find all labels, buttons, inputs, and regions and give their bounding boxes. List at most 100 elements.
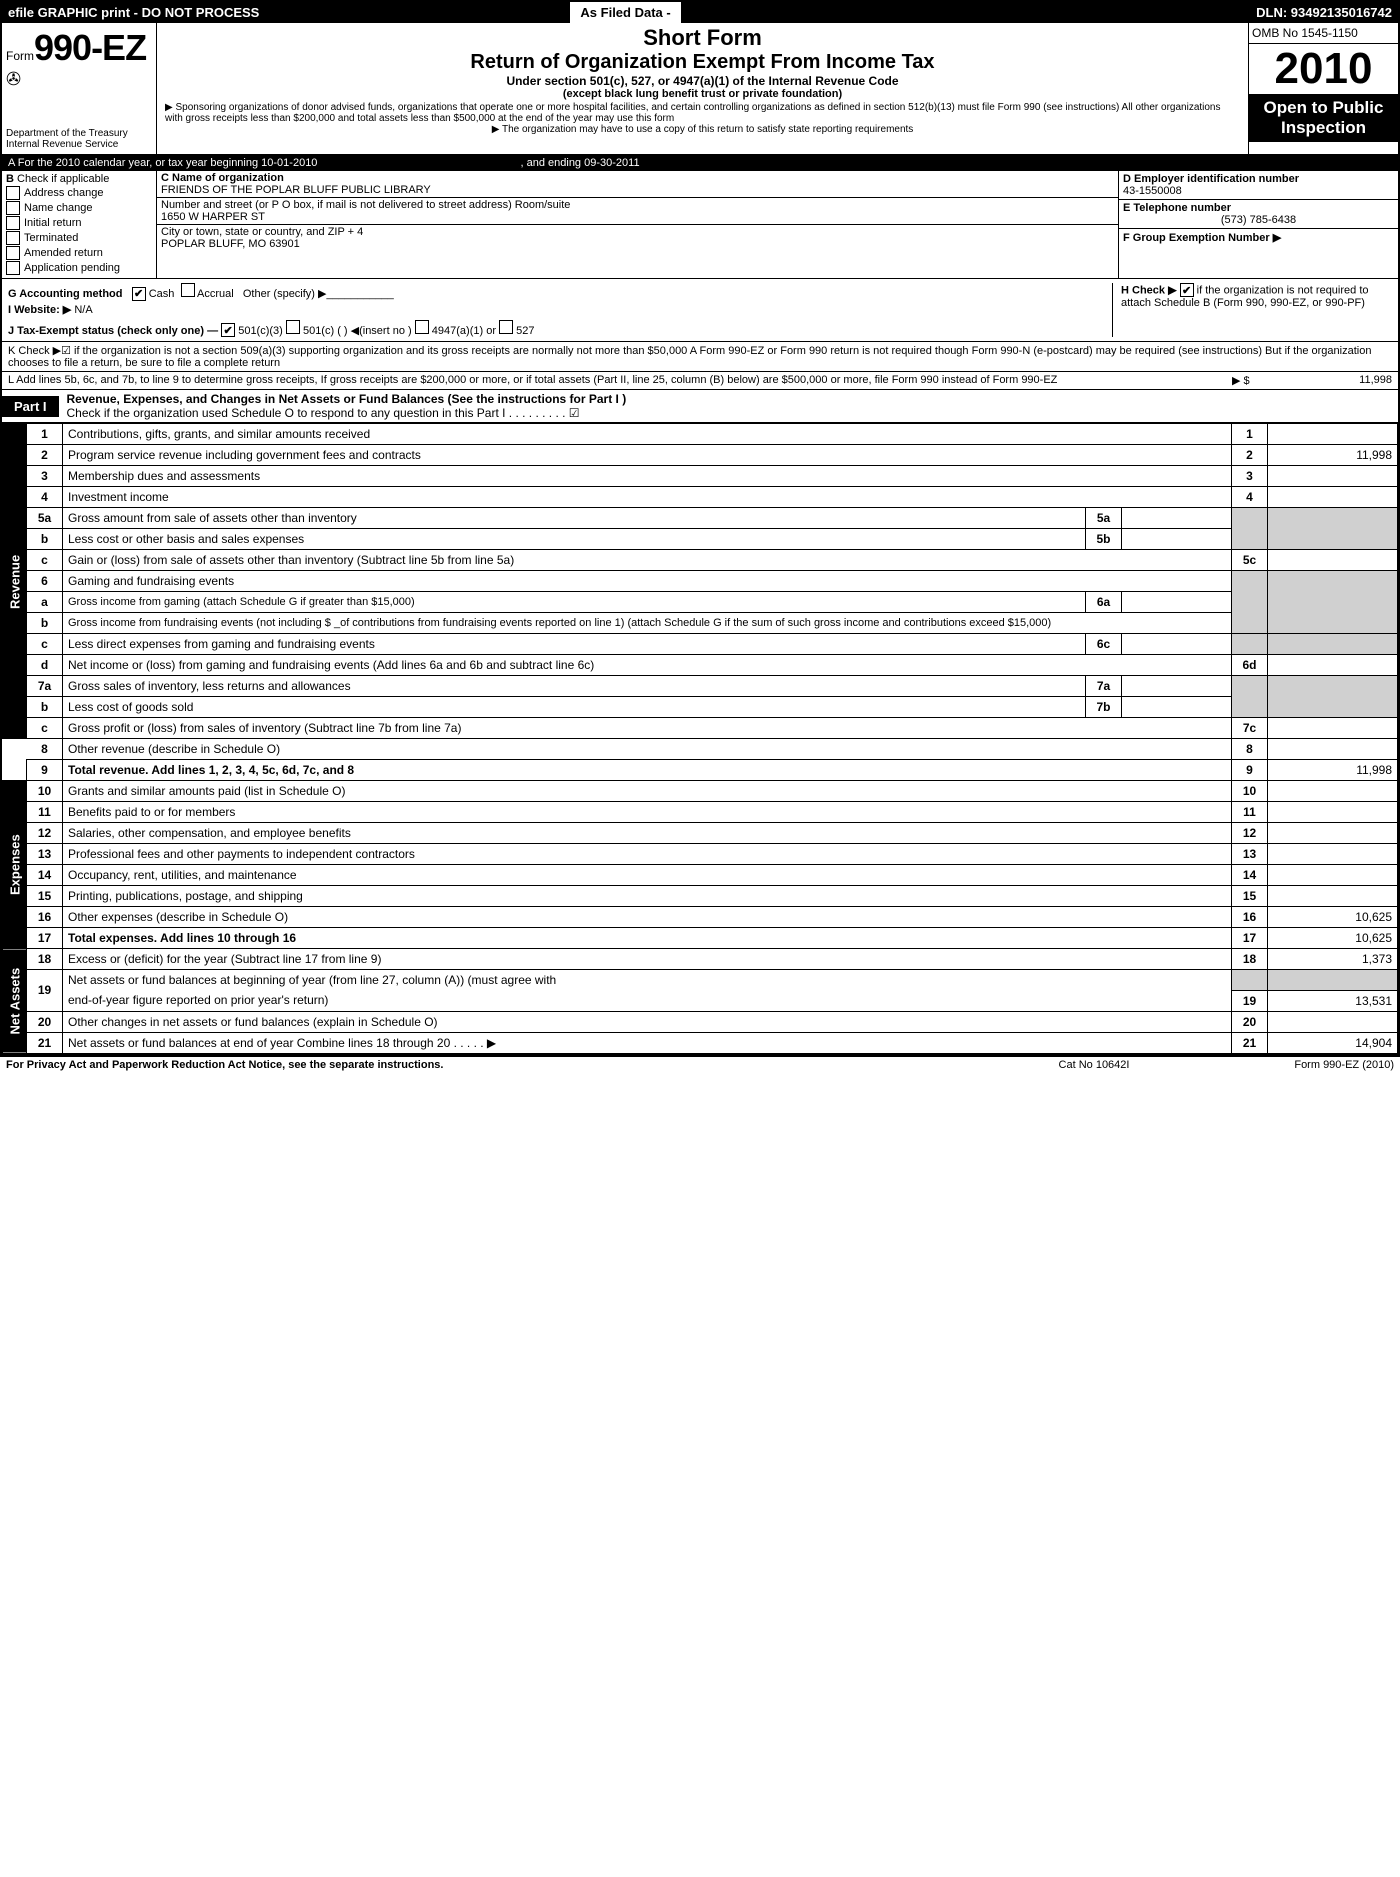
c-name-label: C Name of organization bbox=[161, 172, 284, 184]
part1-title: Revenue, Expenses, and Changes in Net As… bbox=[59, 390, 1398, 422]
return-title: Return of Organization Exempt From Incom… bbox=[165, 51, 1240, 74]
dln-label: DLN: 93492135016742 bbox=[1250, 2, 1398, 23]
j-501c3-check[interactable]: ✔ bbox=[221, 323, 235, 337]
h-label: H Check ▶ bbox=[1121, 285, 1177, 297]
line-18: Net Assets 18 Excess or (deficit) for th… bbox=[3, 949, 1398, 970]
line-15: 15 Printing, publications, postage, and … bbox=[3, 886, 1398, 907]
line-17: 17 Total expenses. Add lines 10 through … bbox=[3, 928, 1398, 949]
acct-label: G Accounting method bbox=[8, 288, 122, 300]
part1-header: Part I Revenue, Expenses, and Changes in… bbox=[2, 390, 1398, 423]
l-text: L Add lines 5b, 6c, and 7b, to line 9 to… bbox=[8, 374, 1232, 387]
line-7c: c Gross profit or (loss) from sales of i… bbox=[3, 718, 1398, 739]
website-label: I Website: ▶ bbox=[8, 304, 71, 316]
tel-label: E Telephone number bbox=[1123, 202, 1394, 214]
line-5b: b Less cost or other basis and sales exp… bbox=[3, 529, 1398, 550]
line-16: 16 Other expenses (describe in Schedule … bbox=[3, 907, 1398, 928]
header-left: Form990-EZ ✇ Department of the Treasury … bbox=[2, 23, 157, 154]
ein-value: 43-1550008 bbox=[1123, 185, 1394, 197]
line-21: 21 Net assets or fund balances at end of… bbox=[3, 1032, 1398, 1053]
b-label: B bbox=[6, 173, 14, 185]
netassets-side: Net Assets bbox=[3, 949, 27, 1054]
col-c: C Name of organization FRIENDS OF THE PO… bbox=[157, 171, 1118, 278]
sponsor-note: ▶ Sponsoring organizations of donor advi… bbox=[165, 102, 1240, 124]
line-10: Expenses 10 Grants and similar amounts p… bbox=[3, 781, 1398, 802]
g-right: H Check ▶ ✔ if the organization is not r… bbox=[1112, 283, 1392, 337]
l-value: 11,998 bbox=[1272, 374, 1392, 387]
line-8: 8 Other revenue (describe in Schedule O)… bbox=[3, 739, 1398, 760]
check-if: Check if applicable bbox=[17, 173, 109, 185]
line-19a: 19 Net assets or fund balances at beginn… bbox=[3, 970, 1398, 991]
col-b: B Check if applicable Address change Nam… bbox=[2, 171, 157, 278]
short-form-title: Short Form bbox=[165, 25, 1240, 51]
cash-check[interactable]: ✔ bbox=[132, 287, 146, 301]
line-4: 4 Investment income 4 bbox=[3, 487, 1398, 508]
open-inspection: Open to Public Inspection bbox=[1249, 94, 1398, 142]
line-12: 12 Salaries, other compensation, and emp… bbox=[3, 823, 1398, 844]
form-prefix: Form bbox=[6, 49, 34, 63]
line-5c: c Gain or (loss) from sale of assets oth… bbox=[3, 550, 1398, 571]
accrual-check[interactable] bbox=[181, 283, 195, 297]
line-3: 3 Membership dues and assessments 3 bbox=[3, 466, 1398, 487]
chk-terminated[interactable]: Terminated bbox=[6, 231, 152, 245]
calendar-year-row: A For the 2010 calendar year, or tax yea… bbox=[2, 155, 1398, 171]
chk-amended[interactable]: Amended return bbox=[6, 246, 152, 260]
section-b-row: B Check if applicable Address change Nam… bbox=[2, 171, 1398, 279]
form-number: 990-EZ bbox=[34, 27, 146, 68]
except-note: (except black lung benefit trust or priv… bbox=[165, 88, 1240, 100]
line-9: 9 Total revenue. Add lines 1, 2, 3, 4, 5… bbox=[3, 760, 1398, 781]
cal-year-end: , and ending 09-30-2011 bbox=[521, 157, 640, 169]
cat-no: Cat No 10642I bbox=[994, 1059, 1194, 1071]
street-value: 1650 W HARPER ST bbox=[161, 211, 1114, 223]
footer: For Privacy Act and Paperwork Reduction … bbox=[0, 1056, 1400, 1073]
col-d: D Employer identification number 43-1550… bbox=[1118, 171, 1398, 278]
efile-label: efile GRAPHIC print - DO NOT PROCESS bbox=[2, 2, 570, 23]
expenses-side: Expenses bbox=[3, 781, 27, 949]
line-14: 14 Occupancy, rent, utilities, and maint… bbox=[3, 865, 1398, 886]
group-label: F Group Exemption Number ▶ bbox=[1123, 231, 1394, 244]
omb-number: OMB No 1545-1150 bbox=[1249, 23, 1398, 44]
dept-irs: Internal Revenue Service bbox=[6, 139, 152, 150]
city-value: POPLAR BLUFF, MO 63901 bbox=[161, 238, 1114, 250]
chk-address[interactable]: Address change bbox=[6, 186, 152, 200]
form-ref: Form 990-EZ (2010) bbox=[1194, 1059, 1394, 1071]
line-1: Revenue 1 Contributions, gifts, grants, … bbox=[3, 424, 1398, 445]
revenue-side: Revenue bbox=[3, 424, 27, 739]
org-name: FRIENDS OF THE POPLAR BLUFF PUBLIC LIBRA… bbox=[161, 184, 1114, 196]
line-20: 20 Other changes in net assets or fund b… bbox=[3, 1011, 1398, 1032]
header-mid: Short Form Return of Organization Exempt… bbox=[157, 23, 1248, 154]
under-section: Under section 501(c), 527, or 4947(a)(1)… bbox=[165, 74, 1240, 88]
line-19b: end-of-year figure reported on prior yea… bbox=[3, 990, 1398, 1011]
h-check[interactable]: ✔ bbox=[1180, 283, 1194, 297]
cal-year-begin: A For the 2010 calendar year, or tax yea… bbox=[8, 157, 317, 169]
j-527-check[interactable] bbox=[499, 320, 513, 334]
chk-name[interactable]: Name change bbox=[6, 201, 152, 215]
top-bar: efile GRAPHIC print - DO NOT PROCESS As … bbox=[2, 2, 1398, 23]
g-row: G Accounting method ✔ Cash Accrual Other… bbox=[2, 279, 1398, 342]
line-5a: 5a Gross amount from sale of assets othe… bbox=[3, 508, 1398, 529]
dept-treasury: Department of the Treasury bbox=[6, 128, 152, 139]
j-501c-check[interactable] bbox=[286, 320, 300, 334]
k-row: K Check ▶☑ if the organization is not a … bbox=[2, 342, 1398, 372]
part1-tab: Part I bbox=[2, 396, 59, 417]
form-container: efile GRAPHIC print - DO NOT PROCESS As … bbox=[0, 0, 1400, 1056]
tel-value: (573) 785-6438 bbox=[1123, 214, 1394, 226]
j-4947-check[interactable] bbox=[415, 320, 429, 334]
line-7a: 7a Gross sales of inventory, less return… bbox=[3, 676, 1398, 697]
filed-spacer bbox=[682, 2, 1250, 23]
line-6: 6 Gaming and fundraising events bbox=[3, 571, 1398, 592]
k-text: K Check ▶☑ if the organization is not a … bbox=[8, 345, 1371, 369]
line-6a: a Gross income from gaming (attach Sched… bbox=[3, 592, 1398, 613]
as-filed-label: As Filed Data - bbox=[570, 2, 681, 23]
street-label: Number and street (or P O box, if mail i… bbox=[161, 199, 1114, 211]
part1-table: Revenue 1 Contributions, gifts, grants, … bbox=[2, 423, 1398, 1054]
privacy-note: For Privacy Act and Paperwork Reduction … bbox=[6, 1059, 994, 1071]
l-row: L Add lines 5b, 6c, and 7b, to line 9 to… bbox=[2, 372, 1398, 390]
chk-pending[interactable]: Application pending bbox=[6, 261, 152, 275]
chk-initial[interactable]: Initial return bbox=[6, 216, 152, 230]
copy-note: ▶ The organization may have to use a cop… bbox=[165, 124, 1240, 135]
line-6d: d Net income or (loss) from gaming and f… bbox=[3, 655, 1398, 676]
line-6c: c Less direct expenses from gaming and f… bbox=[3, 634, 1398, 655]
line-6b: b Gross income from fundraising events (… bbox=[3, 613, 1398, 634]
tax-year: 2010 bbox=[1249, 44, 1398, 94]
l-arrow: ▶ $ bbox=[1232, 374, 1272, 387]
